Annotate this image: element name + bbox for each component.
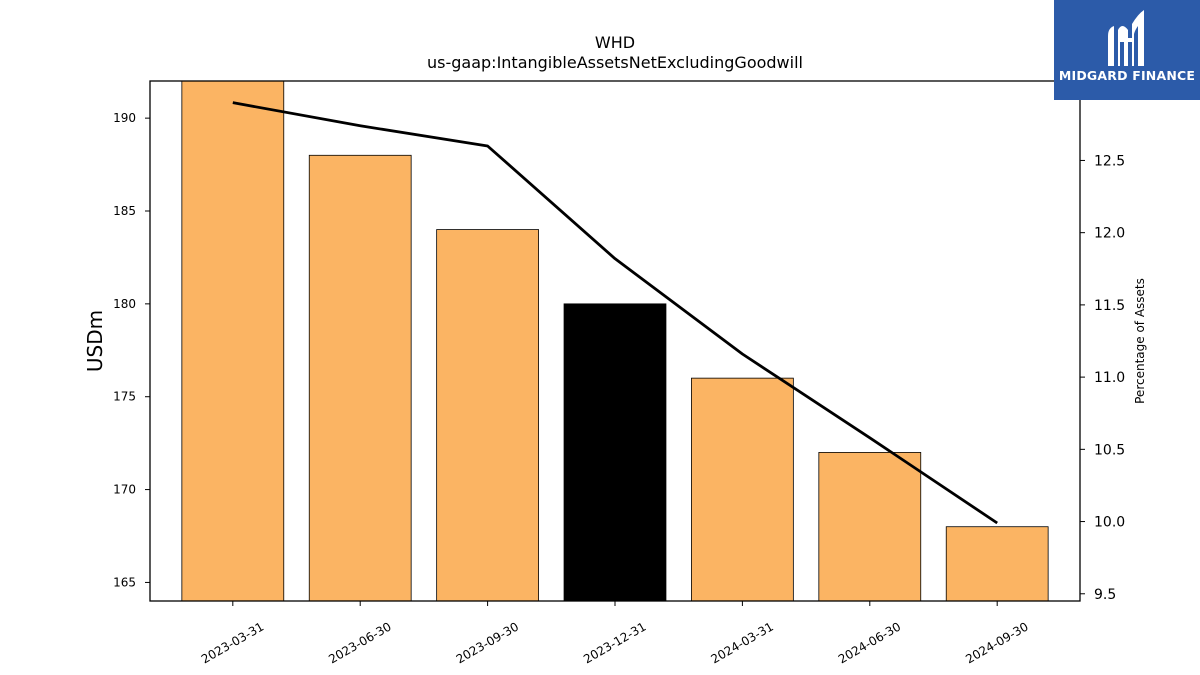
midgard-logo-icon bbox=[1108, 10, 1144, 66]
right-tick-label: 11.5 bbox=[1094, 298, 1125, 314]
left-tick-label: 190 bbox=[113, 111, 136, 125]
right-tick-label: 10.5 bbox=[1094, 442, 1125, 458]
bar bbox=[945, 526, 1049, 602]
y2-axis-label: Percentage of Assets bbox=[1133, 278, 1147, 404]
chart-subtitle: us-gaap:IntangibleAssetsNetExcludingGood… bbox=[427, 53, 803, 72]
brand-logo: MIDGARD FINANCE bbox=[1054, 0, 1200, 100]
series-line bbox=[232, 101, 998, 525]
bar bbox=[181, 80, 285, 602]
bar bbox=[308, 154, 412, 602]
x-tick-label: 2024-03-31 bbox=[708, 619, 775, 666]
right-tick-label: 9.5 bbox=[1094, 587, 1116, 603]
x-tick-label: 2024-06-30 bbox=[836, 619, 903, 666]
right-tick-label: 12.5 bbox=[1094, 153, 1125, 169]
bar bbox=[691, 377, 794, 602]
left-tick-label: 180 bbox=[113, 297, 136, 311]
right-tick-label: 10.0 bbox=[1094, 515, 1125, 531]
chart-title: WHD bbox=[595, 33, 635, 52]
x-tick-label: 2023-12-31 bbox=[581, 619, 648, 666]
bar bbox=[563, 303, 667, 602]
line-layer bbox=[232, 101, 998, 525]
left-tick-label: 170 bbox=[113, 483, 136, 497]
bar bbox=[436, 229, 539, 602]
x-tick-label: 2023-06-30 bbox=[326, 619, 393, 666]
x-tick-label: 2024-09-30 bbox=[963, 619, 1030, 666]
logo-text: MIDGARD FINANCE bbox=[1058, 68, 1196, 83]
left-tick-label: 185 bbox=[113, 204, 136, 218]
left-axis: 165 170 175 180 185 190 bbox=[113, 111, 150, 589]
x-tick-label: 2023-03-31 bbox=[199, 619, 266, 666]
right-tick-label: 12.0 bbox=[1094, 226, 1125, 242]
bar bbox=[818, 452, 922, 602]
right-axis: 9.5 10.0 10.5 11.0 11.5 12.0 12.5 bbox=[1080, 153, 1125, 603]
bars-layer bbox=[181, 80, 1049, 602]
x-axis: 2023-03-31 2023-06-30 2023-09-30 2023-12-31… bbox=[199, 601, 1031, 666]
x-tick-label: 2023-09-30 bbox=[454, 619, 521, 666]
right-tick-label: 11.0 bbox=[1094, 370, 1125, 386]
left-tick-label: 175 bbox=[113, 390, 136, 404]
left-tick-label: 165 bbox=[113, 575, 136, 589]
y-axis-label: USDm bbox=[83, 310, 107, 372]
